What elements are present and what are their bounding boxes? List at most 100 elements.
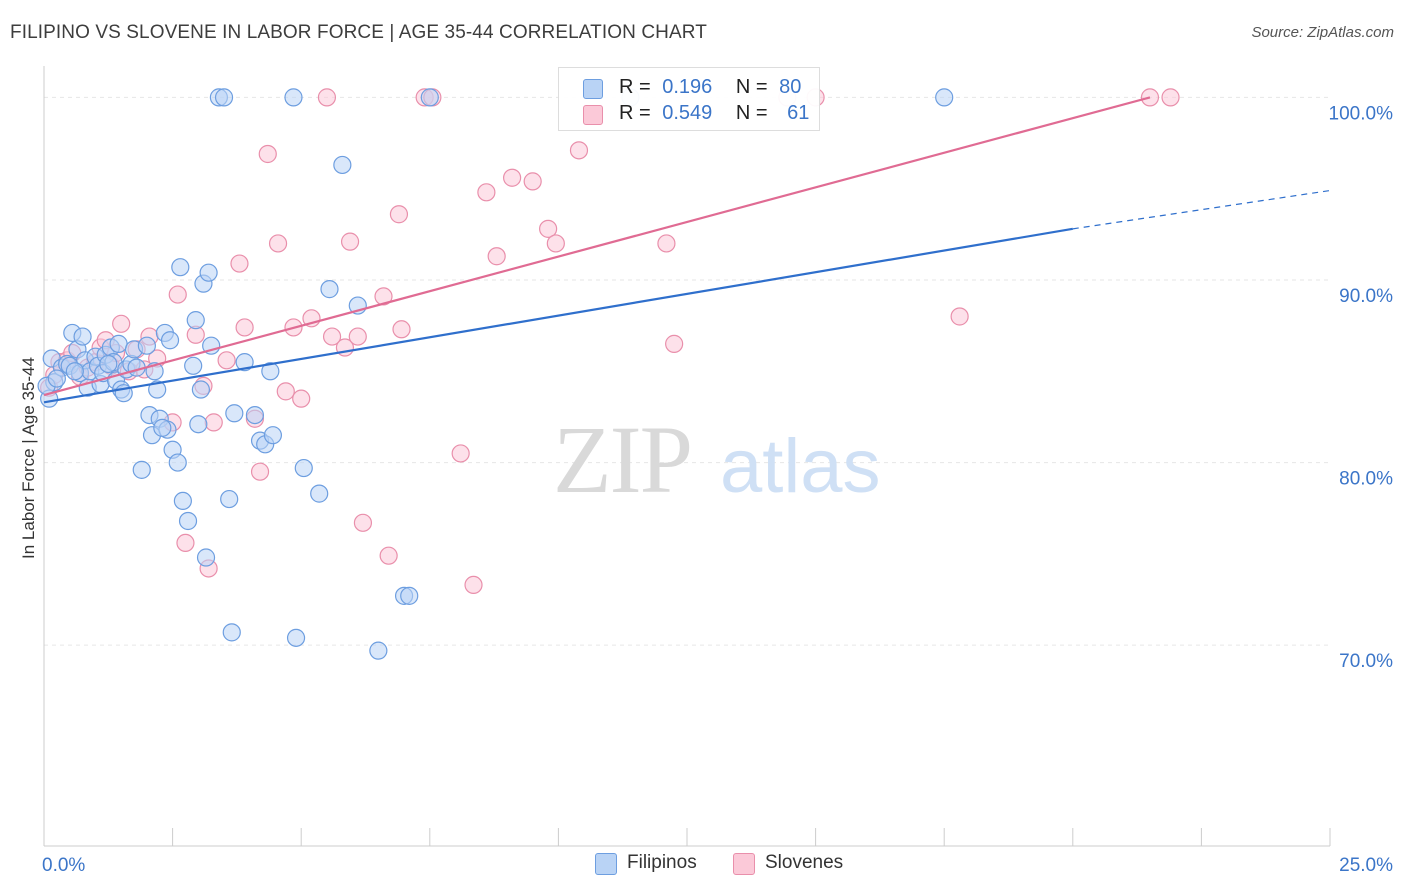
slovenes-point — [487, 247, 506, 266]
filipinos-point — [420, 88, 439, 107]
chart-title: FILIPINO VS SLOVENE IN LABOR FORCE | AGE… — [10, 22, 707, 43]
filipinos-point — [186, 311, 205, 330]
slovenes-point — [235, 318, 254, 337]
slovenes-point — [176, 533, 195, 553]
correlation-legend: R = 0.196 N = 80 R = 0.549 N = 61 — [558, 67, 820, 131]
filipinos-point — [189, 415, 208, 434]
slovenes-swatch — [583, 105, 603, 125]
filipinos-point — [191, 380, 210, 399]
slovenes-point — [539, 219, 558, 238]
filipinos-point — [214, 88, 234, 107]
filipinos-point — [196, 548, 216, 567]
slovenes-legend-label: Slovenes — [765, 852, 844, 873]
filipinos-point — [47, 369, 66, 388]
filipinos-point — [245, 405, 265, 425]
filipinos-point — [173, 491, 192, 511]
y-axis-label: In Labor Force | Age 35-44 — [19, 357, 38, 559]
slovenes-n-value: 61 — [787, 102, 810, 124]
y-tick-label: 70.0% — [1339, 651, 1393, 672]
slovenes-point — [665, 334, 684, 353]
filipinos-point — [935, 88, 954, 107]
filipinos-point — [222, 623, 241, 642]
slovenes-legend-swatch — [733, 853, 755, 875]
filipinos-point — [400, 586, 419, 605]
filipinos-point — [178, 511, 198, 531]
grid-lines — [44, 96, 1330, 646]
filipinos-legend-label: Filipinos — [627, 852, 697, 873]
filipinos-point — [184, 356, 203, 375]
slovenes-point — [112, 314, 131, 333]
slovenes-point — [317, 88, 337, 107]
filipinos-point — [263, 426, 283, 445]
filipinos-point — [320, 280, 339, 299]
filipinos-point — [286, 628, 306, 647]
filipinos-point — [310, 484, 329, 503]
filipinos-point — [369, 641, 388, 660]
slovenes-point — [348, 327, 367, 346]
trend-lines — [43, 96, 1331, 404]
slovenes-point — [657, 234, 676, 253]
filipinos-point — [109, 334, 128, 353]
slovenes-point — [292, 389, 311, 408]
source-credit: Source: ZipAtlas.com — [1251, 24, 1394, 41]
slovenes-point — [950, 307, 969, 326]
filipinos-n-value: 80 — [779, 76, 802, 98]
filipinos-trend-extension — [1072, 189, 1331, 230]
slovenes-point — [168, 285, 187, 304]
filipinos-point — [284, 88, 303, 107]
slovenes-point — [268, 234, 288, 253]
slovenes-point — [230, 254, 249, 273]
filipinos-point — [225, 404, 244, 423]
filipinos-point — [220, 489, 239, 509]
axes — [43, 66, 1331, 847]
slovenes-point — [546, 234, 565, 253]
filipinos-point — [148, 380, 167, 399]
slovenes-point — [217, 351, 236, 370]
y-tick-label: 80.0% — [1339, 469, 1393, 490]
r-label: R = — [619, 76, 651, 98]
slovenes-r-value: 0.549 — [662, 102, 713, 124]
n-label: N = — [735, 102, 768, 124]
slovenes-point — [523, 172, 542, 191]
filipinos-point — [168, 453, 187, 472]
filipinos-point — [294, 458, 313, 478]
filipinos-point — [153, 418, 172, 437]
watermark: ZIP atlas — [553, 406, 881, 513]
r-label: R = — [619, 102, 651, 124]
tick-labels: 100.0% 90.0% 80.0% 70.0% 0.0% 25.0% — [42, 103, 1393, 876]
filipinos-point — [160, 331, 180, 350]
slovenes-point — [477, 183, 496, 202]
filipinos-point — [99, 354, 118, 374]
watermark-atlas: atlas — [720, 424, 881, 509]
watermark-zip: ZIP — [553, 406, 691, 513]
filipinos-point — [73, 327, 92, 346]
x-tick-label: 0.0% — [42, 855, 85, 876]
filipinos-point — [132, 460, 151, 479]
filipinos-points — [37, 88, 954, 660]
slovenes-point — [340, 232, 360, 251]
filipinos-legend-swatch — [595, 853, 617, 875]
slovenes-point — [374, 287, 393, 306]
filipinos-point — [261, 362, 280, 381]
filipinos-trend-line — [43, 227, 1073, 404]
slovenes-point — [276, 382, 295, 401]
filipinos-swatch — [583, 79, 603, 99]
slovenes-trend-line — [43, 96, 1151, 397]
slovenes-point — [503, 168, 522, 187]
slovenes-point — [379, 546, 398, 565]
filipinos-point — [171, 258, 190, 277]
slovenes-point — [250, 462, 270, 481]
slovenes-point — [451, 444, 470, 463]
y-tick-label: 100.0% — [1329, 103, 1394, 124]
filipinos-point — [65, 362, 84, 381]
x-tick-label: 25.0% — [1339, 855, 1393, 876]
slovenes-point — [322, 327, 342, 346]
n-label: N = — [735, 76, 768, 98]
slovenes-point — [353, 513, 373, 532]
slovenes-point — [258, 144, 277, 164]
filipinos-point — [333, 155, 352, 175]
slovenes-point — [1161, 88, 1180, 107]
slovenes-point — [464, 575, 483, 594]
slovenes-point — [569, 141, 589, 160]
